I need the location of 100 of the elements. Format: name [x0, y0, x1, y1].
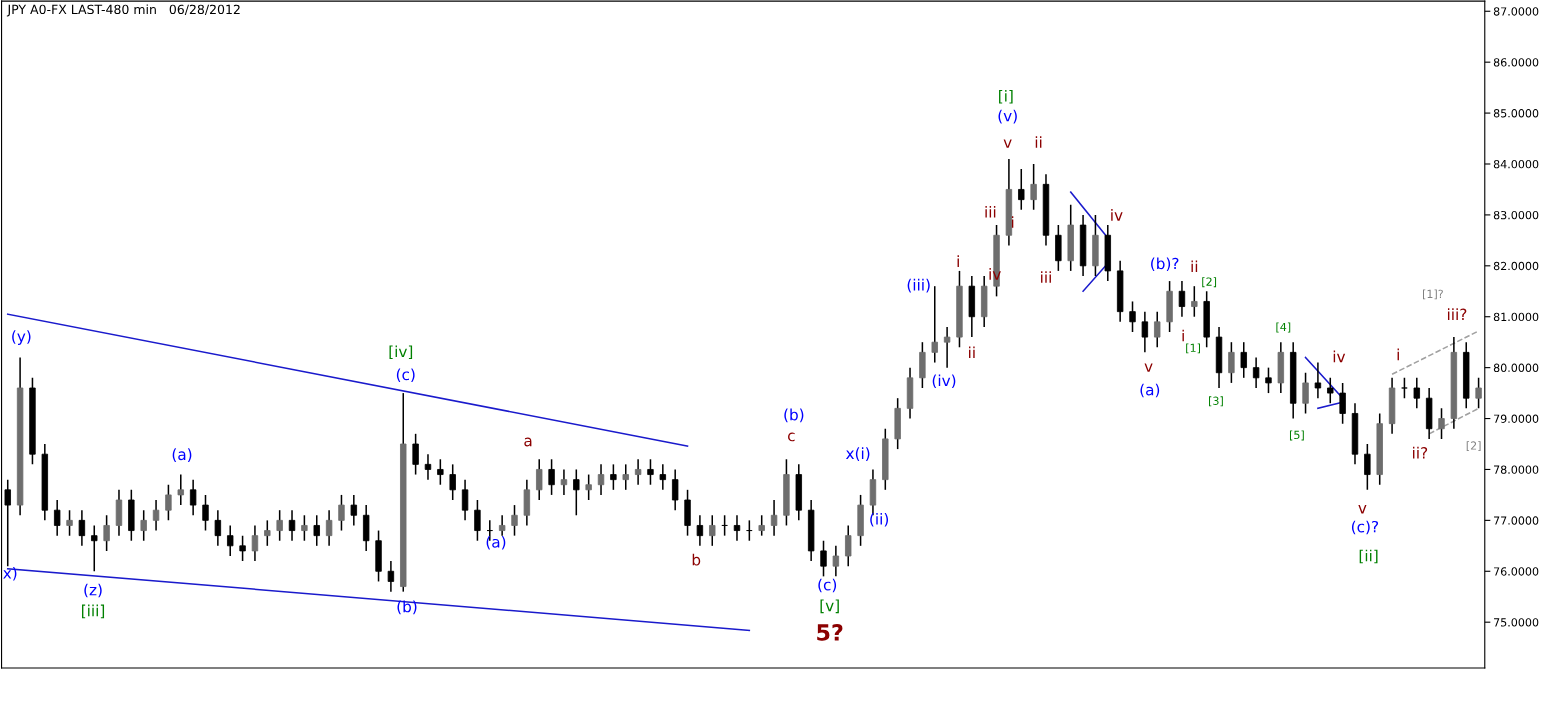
candlestick	[1228, 341, 1235, 384]
annotation: (a)	[172, 448, 192, 462]
candlestick	[1030, 163, 1037, 211]
annotation: v	[1003, 139, 1012, 148]
annotation: (a)	[1140, 383, 1160, 398]
candlestick	[1401, 377, 1408, 399]
annotation: (c)	[396, 368, 415, 383]
candlestick	[498, 514, 506, 537]
annotation: [2]	[1466, 441, 1481, 452]
annotation: x(i)	[845, 447, 870, 461]
candlestick	[1191, 285, 1198, 318]
candlestick	[622, 463, 629, 491]
annotation: iii?	[1447, 308, 1467, 320]
candlestick	[338, 494, 345, 532]
candlestick	[177, 473, 184, 506]
annotation: [v]	[820, 599, 839, 614]
annotation: ii	[1035, 136, 1042, 148]
annotation: v	[1358, 505, 1367, 514]
candlestick	[461, 478, 469, 522]
annotation: [3]	[1209, 396, 1223, 407]
annotation: (b)	[784, 408, 804, 423]
y-tick-label: 85.0000	[1493, 109, 1539, 118]
candlestick	[758, 514, 765, 537]
candlestick	[1364, 443, 1371, 491]
annotation: [iv]	[389, 345, 413, 360]
candlestick	[1314, 361, 1322, 399]
candlestick	[4, 478, 11, 567]
annotation: [4]	[1276, 322, 1291, 333]
candlestick	[1129, 300, 1136, 333]
annotation: i	[957, 255, 959, 267]
annotation: (iv)	[932, 374, 956, 389]
candlestick	[350, 494, 358, 527]
y-tick-label: 81.0000	[1493, 312, 1539, 322]
candlestick	[1154, 310, 1161, 349]
candlestick	[239, 534, 246, 562]
candlestick	[1302, 371, 1309, 415]
candlestick	[325, 509, 333, 547]
y-tick-label: 87.0000	[1493, 7, 1539, 16]
candlestick	[165, 483, 172, 522]
candlestick	[227, 524, 234, 557]
annotation: iv	[1111, 209, 1123, 221]
candlestick	[387, 560, 395, 593]
candlestick	[1339, 382, 1346, 425]
candlestick	[437, 458, 444, 486]
annotation: [1]	[1186, 343, 1200, 354]
annotation: iii	[985, 205, 996, 218]
annotation: [2]	[1202, 277, 1217, 288]
candlestick	[1413, 377, 1420, 410]
annotation: (y)	[12, 330, 31, 345]
annotation: (a)	[486, 535, 506, 550]
candlestick	[647, 458, 654, 486]
y-tick-label: 84.0000	[1493, 159, 1539, 169]
y-tick-label: 80.0000	[1493, 363, 1539, 373]
candlestick	[449, 463, 456, 501]
annotation: ii?	[1413, 446, 1428, 459]
candlestick	[1475, 377, 1482, 410]
candlestick	[313, 514, 320, 547]
annotation: [ii]	[1359, 549, 1378, 564]
candlestick	[536, 458, 543, 501]
candlestick	[943, 326, 951, 369]
candlestick	[1240, 341, 1247, 379]
annotation: iii	[1041, 271, 1051, 283]
candlestick	[202, 494, 209, 532]
annotation: (v)	[998, 109, 1017, 124]
candlestick	[66, 509, 73, 537]
y-tick-label: 78.0000	[1494, 465, 1539, 474]
candlestick	[659, 463, 667, 491]
chart-title: JPY A0-FX LAST-480 min 06/28/2012	[6, 4, 240, 17]
annotation: (ii)	[870, 512, 889, 527]
y-tick-label: 82.0000	[1493, 261, 1539, 271]
y-tick-label: 79.0000	[1494, 414, 1539, 423]
annotation: iv	[1333, 350, 1346, 363]
candlestick	[1265, 366, 1272, 394]
candlestick	[424, 453, 432, 481]
candlestick	[770, 499, 778, 537]
annotation: i	[1397, 348, 1399, 361]
y-tick-label: 77.0000	[1494, 516, 1539, 525]
annotation: i	[1182, 329, 1184, 342]
candlestick	[733, 514, 741, 542]
annotation: i	[1011, 216, 1014, 228]
candlestick	[585, 473, 592, 501]
candlestick	[709, 514, 716, 547]
candlestick	[264, 519, 271, 547]
annotation: 5?	[817, 624, 843, 641]
candlestick	[573, 468, 580, 517]
candlestick	[820, 539, 827, 578]
annotation: [iii]	[82, 604, 105, 619]
annotation: b	[692, 553, 701, 566]
candlestick	[288, 509, 296, 542]
candlestick	[412, 433, 419, 476]
candlestick	[214, 509, 222, 547]
candlestick	[696, 514, 704, 547]
candlestick	[610, 463, 617, 491]
y-tick-label: 75.0000	[1494, 618, 1539, 627]
candlestick	[671, 468, 679, 511]
annotation: (z)	[84, 583, 102, 598]
annotation: c	[788, 432, 795, 442]
annotation: a	[524, 437, 532, 447]
candlestick	[634, 458, 642, 486]
candlestick	[53, 499, 61, 537]
